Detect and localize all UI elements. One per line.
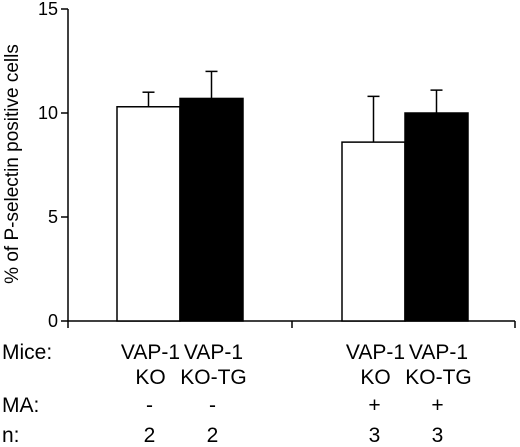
bar [341, 141, 406, 322]
y-tick-label: 5 [48, 207, 58, 227]
n-label: 2 [144, 424, 156, 447]
n-label: 3 [432, 424, 444, 447]
mice-label: VAP-1 [409, 341, 468, 364]
bar [404, 112, 469, 322]
y-axis-label: % of P-selectin positive cells [2, 44, 23, 284]
n-label: 3 [369, 424, 381, 447]
bars [116, 97, 469, 322]
ma-label: - [209, 394, 216, 417]
bar [179, 97, 244, 322]
n-label: 2 [207, 424, 219, 447]
mice-label: KO [135, 366, 165, 389]
mice-label: VAP-1 [346, 341, 405, 364]
category-labels: VAP-1KO-2VAP-1KO-TG-2VAP-1KO+3VAP-1KO-TG… [121, 341, 472, 447]
y-tick-label: 0 [48, 311, 58, 331]
row-label-n: n: [2, 424, 20, 447]
bar [116, 106, 181, 322]
mice-label: VAP-1 [121, 341, 180, 364]
mice-label: KO [360, 366, 390, 389]
row-label-mice: Mice: [2, 341, 52, 364]
row-label-ma: MA: [2, 394, 39, 417]
y-tick-label: 10 [38, 103, 58, 123]
ma-label: + [431, 394, 443, 417]
mice-label: VAP-1 [184, 341, 243, 364]
ma-label: - [146, 394, 153, 417]
error-bars [142, 70, 443, 143]
mice-label: KO-TG [180, 366, 247, 389]
ma-label: + [368, 394, 380, 417]
mice-label: KO-TG [405, 366, 472, 389]
y-tick-label: 15 [38, 0, 58, 19]
y-ticks: 0 5 10 15 [38, 0, 68, 331]
